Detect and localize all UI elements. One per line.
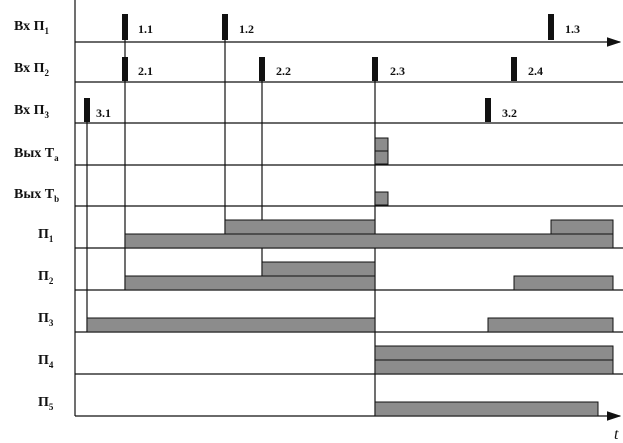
label: П — [38, 395, 49, 410]
label: Вх П — [14, 103, 45, 118]
row-label: П3 — [38, 311, 54, 328]
row-label: Вх П3 — [14, 103, 50, 120]
pulse-label: 3.1 — [96, 106, 111, 120]
row-label: П4 — [38, 353, 54, 370]
label: Вх П — [14, 19, 45, 34]
row-label: П1 — [38, 227, 54, 244]
pulse-label: 3.2 — [502, 106, 517, 120]
pulse-label: 1.3 — [565, 22, 580, 36]
subscript: 1 — [45, 26, 50, 36]
row-label: Вх П1 — [14, 19, 50, 36]
row-label: П2 — [38, 269, 54, 286]
layout — [74, 0, 623, 421]
pulse-label: 2.4 — [528, 64, 543, 78]
label: Вых T — [14, 146, 55, 161]
row-label: Вых Tb — [14, 187, 59, 204]
axis-label: t — [614, 426, 619, 443]
pulse-labels: 1.1 1.2 1.3 2.1 2.2 2.3 2.4 3.1 3.2 — [96, 22, 580, 120]
label: П — [38, 227, 49, 242]
subscript: 1 — [49, 234, 54, 244]
subscript: 5 — [49, 402, 54, 412]
pulse-label: 2.3 — [390, 64, 405, 78]
subscript: 3 — [45, 110, 50, 120]
subscript: 3 — [49, 318, 54, 328]
subscript: a — [54, 153, 59, 163]
pulse-label: 1.1 — [138, 22, 153, 36]
subscript: 2 — [49, 276, 54, 286]
label: П — [38, 311, 49, 326]
row-label: Вх П2 — [14, 61, 50, 78]
row-labels: Вх П1 Вх П2 Вх П3 Вых Ta Вых Tb П1 П2 П3… — [14, 19, 59, 412]
row-label: Вых Ta — [14, 146, 59, 163]
label: П — [38, 353, 49, 368]
label: Вых T — [14, 187, 55, 202]
pulse-label: 2.2 — [276, 64, 291, 78]
subscript: 4 — [49, 360, 54, 370]
label: П — [38, 269, 49, 284]
pulse-label: 2.1 — [138, 64, 153, 78]
label: Вх П — [14, 61, 45, 76]
subscript: 2 — [45, 68, 50, 78]
pulse-label: 1.2 — [239, 22, 254, 36]
subscript: b — [54, 194, 59, 204]
row-label: П5 — [38, 395, 54, 412]
